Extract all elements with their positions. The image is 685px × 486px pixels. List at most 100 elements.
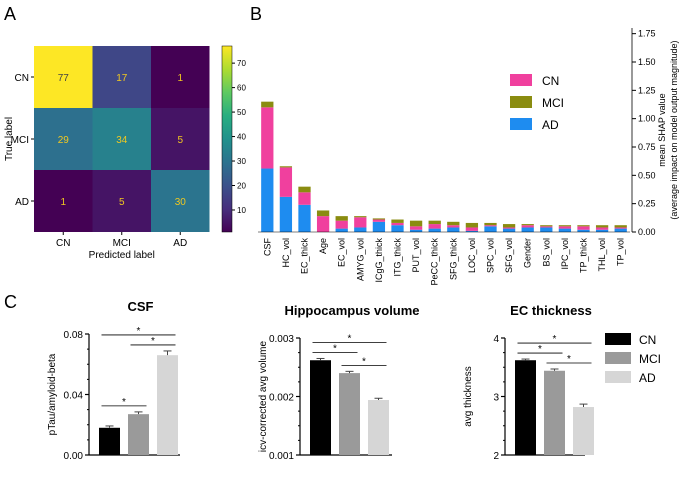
shap-ytick-label: 0.50 [638, 170, 656, 180]
shap-bar-ad [595, 229, 609, 232]
cm-cell [34, 170, 93, 232]
hippocampus-significance-star: * [348, 333, 352, 344]
legend-swatch-mci [605, 352, 631, 364]
colorbar-tick-label: 70 [237, 59, 246, 68]
shap-bar-cn [614, 227, 627, 229]
hippocampus-bar-cn [310, 360, 331, 455]
shap-category-label: ITG_thick [393, 238, 403, 277]
group-legend: CN MCI AD [605, 333, 661, 385]
legend-swatch-ad [605, 371, 631, 383]
shap-bar-mci [316, 210, 330, 217]
confusion-matrix: 77 17 1 29 34 5 1 5 30 CN MCI AD CN MCI AD Predicted la… [4, 45, 246, 261]
cm-cell-value: 34 [116, 135, 128, 146]
cm-ylabel: True label [4, 117, 15, 161]
shap-bar-ad [409, 229, 423, 232]
legend-label: CN [639, 333, 656, 347]
shap-bar-ad [261, 168, 274, 232]
colorbar-tick-label: 60 [237, 84, 246, 93]
shap-ytick-label: 1.50 [638, 57, 656, 67]
shap-bar-cn [428, 224, 441, 229]
shap-bar-mci [354, 216, 367, 218]
cm-cell [34, 108, 93, 170]
shap-category-label: AMYG_vol [355, 238, 365, 281]
shap-bar-ad [558, 228, 572, 232]
shap-bar-mci [261, 101, 274, 108]
shap-ytick-label: 0.00 [638, 227, 656, 237]
shap-bar-cn [540, 226, 553, 228]
shap-ylabel-line1: mean SHAP value [657, 93, 667, 166]
shap-bar-ad [298, 204, 311, 232]
shap-category-label: IPC_vol [560, 238, 570, 270]
shap-bar-cn [298, 192, 311, 205]
colorbar-tick-label: 20 [237, 182, 246, 191]
cm-row-label: MCI [11, 135, 29, 146]
shap-ytick-label: 0.25 [638, 199, 656, 209]
csf-title: CSF [128, 299, 154, 314]
shap-category-label: EC_thick [300, 238, 310, 275]
legend-label: AD [639, 371, 656, 385]
cm-cell [92, 46, 151, 108]
cm-cell-value: 30 [175, 197, 187, 208]
cm-cell-value: 77 [58, 73, 70, 84]
shap-bar-mci [428, 220, 441, 225]
shap-bar-cn [447, 225, 460, 228]
ec_thickness-bar-ad [573, 407, 594, 455]
shap-bar-mci [279, 166, 293, 168]
legend-label: MCI [639, 352, 661, 366]
hippocampus-ytick-label: 0.002 [269, 393, 294, 404]
shap-bar-cn [335, 220, 348, 229]
cm-col-label: CN [56, 238, 70, 249]
shap-legend-label: MCI [542, 96, 564, 110]
ec_thickness-bar-cn [515, 360, 536, 455]
csf-ylabel: pTau/amyloid-beta [47, 353, 58, 435]
shap-bar-ad [279, 196, 293, 232]
cm-cell [151, 108, 210, 170]
shap-bar-cn [558, 226, 572, 229]
cm-row-label: CN [15, 73, 29, 84]
panel-label-a: A [4, 4, 16, 24]
shap-bar-cn [261, 107, 274, 169]
shap-bar-mci [391, 219, 404, 223]
colorbar-tick-label: 30 [237, 157, 246, 166]
shap-category-label: Gender [523, 238, 533, 268]
csf-ytick-label: 0.04 [64, 391, 84, 402]
shap-legend-swatch-mci [510, 96, 532, 108]
shap-bar-ad [447, 227, 460, 232]
shap-bar-mci [298, 186, 311, 193]
cm-cell [151, 46, 210, 108]
shap-bar-cn [316, 216, 330, 232]
shap-bar-mci [614, 225, 627, 228]
shap-bar-mci [558, 225, 572, 227]
shap-category-label: TP_vol [616, 238, 626, 266]
csf-bar-ad [157, 355, 178, 455]
ec_thickness-significance-star: * [553, 334, 557, 345]
cm-cell-value: 1 [60, 197, 66, 208]
panel-label-c: C [4, 292, 17, 312]
cm-cell [151, 170, 210, 232]
hippocampus-ytick-label: 0.001 [269, 451, 294, 462]
shap-category-label: CSF [262, 237, 272, 256]
shap-bar-ad [484, 226, 497, 232]
shap-bar-mci [409, 220, 423, 227]
shap-category-label: PeCC_thick [430, 238, 440, 286]
ec_thickness-significance-star: * [567, 354, 571, 365]
shap-bar-ad [540, 227, 553, 232]
shap-bar-mci [465, 222, 479, 228]
ec_thickness-ytick-label: 3 [493, 393, 499, 404]
shap-bar-cn [465, 227, 479, 231]
ec_thickness-bar-mci [544, 370, 565, 455]
hippocampus-bar-ad [368, 400, 389, 455]
cm-col-label: MCI [113, 238, 131, 249]
shap-ylabel-line2: (average impact on model output magnitud… [669, 40, 679, 219]
shap-bar-ad [465, 230, 479, 232]
cm-cell-value: 17 [116, 73, 128, 84]
ec_thickness-ytick-label: 2 [493, 451, 499, 462]
shap-bar-mci [484, 222, 497, 226]
shap-category-label: HC_vol [281, 238, 291, 268]
shap-legend-swatch-ad [510, 118, 532, 130]
csf-chart: CSF 0.00 0.04 0.08 pTau/amyloid-beta * * * [47, 299, 180, 462]
shap-bar-ad [391, 225, 404, 232]
shap-bar-mci [521, 224, 534, 226]
shap-bar-mci [447, 221, 460, 226]
